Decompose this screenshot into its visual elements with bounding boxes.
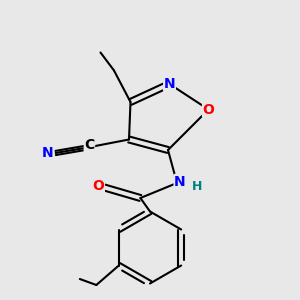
Text: H: H (192, 180, 203, 193)
Text: O: O (202, 103, 214, 116)
Text: N: N (42, 146, 54, 160)
Text: O: O (92, 179, 104, 193)
Text: C: C (84, 138, 94, 152)
Text: N: N (174, 175, 186, 188)
Text: N: N (164, 77, 175, 91)
